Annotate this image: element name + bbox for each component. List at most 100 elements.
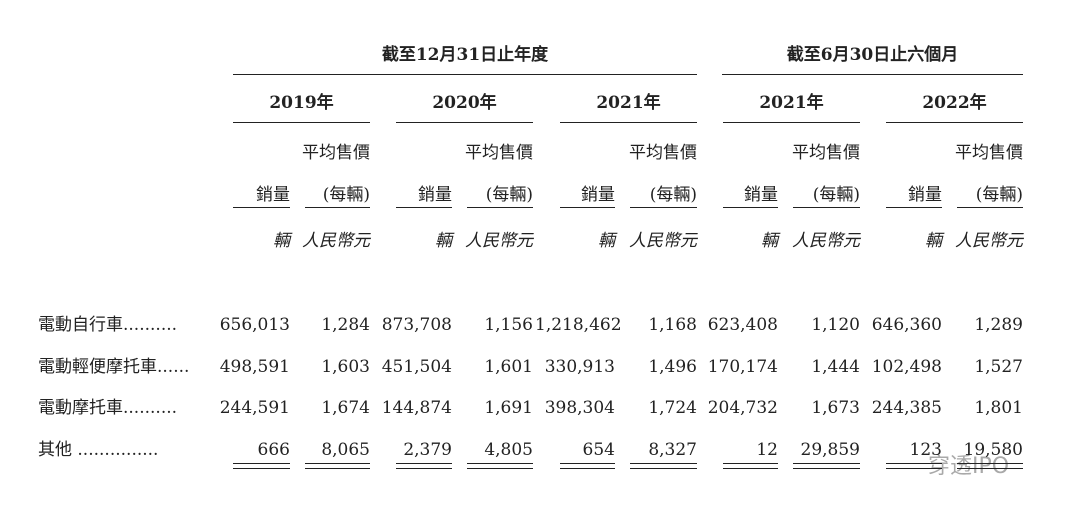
rule: [305, 468, 370, 469]
unit: 輛: [761, 231, 778, 251]
sub-header: 平均售價: [955, 143, 1023, 163]
rule: [233, 207, 290, 208]
cell: 29,859: [800, 440, 860, 460]
sub-header: 平均售價: [465, 143, 533, 163]
rule: [630, 207, 697, 208]
rule: [396, 468, 452, 469]
group-header: 截至6月30日止六個月: [786, 45, 959, 65]
cell: 398,304: [544, 398, 615, 418]
row-label: 其他 ...............: [38, 440, 159, 460]
cell: 1,527: [974, 357, 1023, 377]
cell: 4,805: [484, 440, 533, 460]
rule: [793, 207, 860, 208]
rule: [886, 122, 1023, 123]
rule: [560, 463, 615, 464]
cell: 656,013: [219, 315, 290, 335]
cell: 1,168: [648, 315, 697, 335]
cell: 204,732: [707, 398, 778, 418]
rule: [396, 122, 533, 123]
cell: 1,289: [974, 315, 1023, 335]
rule: [886, 463, 942, 464]
rule: [723, 122, 860, 123]
cell: 19,580: [963, 440, 1023, 460]
row-label: 電動摩托車..........: [38, 398, 178, 418]
sub-header: 平均售價: [629, 143, 697, 163]
cell: 1,218,462: [535, 315, 622, 335]
cell: 1,601: [484, 357, 533, 377]
rule: [560, 468, 615, 469]
watermark: 穿透IPO: [928, 454, 1010, 479]
year-header: 2019年: [269, 93, 334, 113]
cell: 8,065: [321, 440, 370, 460]
cell: 1,284: [321, 315, 370, 335]
cell: 1,603: [321, 357, 370, 377]
rule: [957, 207, 1023, 208]
rule: [957, 468, 1023, 469]
rule: [723, 463, 778, 464]
cell: 1,156: [484, 315, 533, 335]
rule: [793, 468, 860, 469]
cell: 244,385: [871, 398, 942, 418]
cell: 666: [257, 440, 290, 460]
rule: [630, 468, 697, 469]
cell: 244,591: [219, 398, 290, 418]
rule: [233, 74, 697, 75]
rule: [723, 207, 778, 208]
sub-header: 平均售價: [792, 143, 860, 163]
unit: 輛: [435, 231, 452, 251]
sub-header: (每輛): [649, 185, 697, 205]
rule: [305, 207, 370, 208]
unit: 人民幣元: [629, 231, 697, 251]
year-header: 2021年: [596, 93, 661, 113]
rule: [233, 463, 290, 464]
year-header: 2021年: [759, 93, 824, 113]
cell: 1,496: [648, 357, 697, 377]
cell: 8,327: [648, 440, 697, 460]
unit: 輛: [925, 231, 942, 251]
year-header: 2020年: [432, 93, 497, 113]
year-header: 2022年: [922, 93, 987, 113]
rule: [560, 122, 697, 123]
unit: 人民幣元: [792, 231, 860, 251]
sub-header: 銷量: [744, 185, 778, 205]
cell: 330,913: [544, 357, 615, 377]
sub-header: 銷量: [581, 185, 615, 205]
cell: 12: [756, 440, 778, 460]
cell: 170,174: [707, 357, 778, 377]
rule: [467, 463, 533, 464]
rule: [305, 463, 370, 464]
rule: [396, 207, 452, 208]
rule: [793, 463, 860, 464]
rule: [467, 468, 533, 469]
cell: 1,801: [974, 398, 1023, 418]
row-label: 電動自行車..........: [38, 315, 178, 335]
cell: 646,360: [871, 315, 942, 335]
rule: [886, 207, 942, 208]
cell: 654: [582, 440, 615, 460]
cell: 1,120: [811, 315, 860, 335]
cell: 1,691: [484, 398, 533, 418]
cell: 144,874: [381, 398, 452, 418]
cell: 1,724: [648, 398, 697, 418]
cell: 451,504: [381, 357, 452, 377]
sub-header: 銷量: [418, 185, 452, 205]
sub-header: (每輛): [812, 185, 860, 205]
cell: 873,708: [381, 315, 452, 335]
rule: [233, 122, 370, 123]
rule: [957, 463, 1023, 464]
rule: [467, 207, 533, 208]
row-label: 電動輕便摩托車......: [38, 357, 190, 377]
cell: 1,444: [811, 357, 860, 377]
sub-header: 銷量: [908, 185, 942, 205]
unit: 輛: [273, 231, 290, 251]
cell: 498,591: [219, 357, 290, 377]
rule: [233, 468, 290, 469]
sub-header: (每輛): [485, 185, 533, 205]
unit: 人民幣元: [302, 231, 370, 251]
unit: 人民幣元: [955, 231, 1023, 251]
rule: [886, 468, 942, 469]
unit: 輛: [598, 231, 615, 251]
unit: 人民幣元: [465, 231, 533, 251]
cell: 1,673: [811, 398, 860, 418]
